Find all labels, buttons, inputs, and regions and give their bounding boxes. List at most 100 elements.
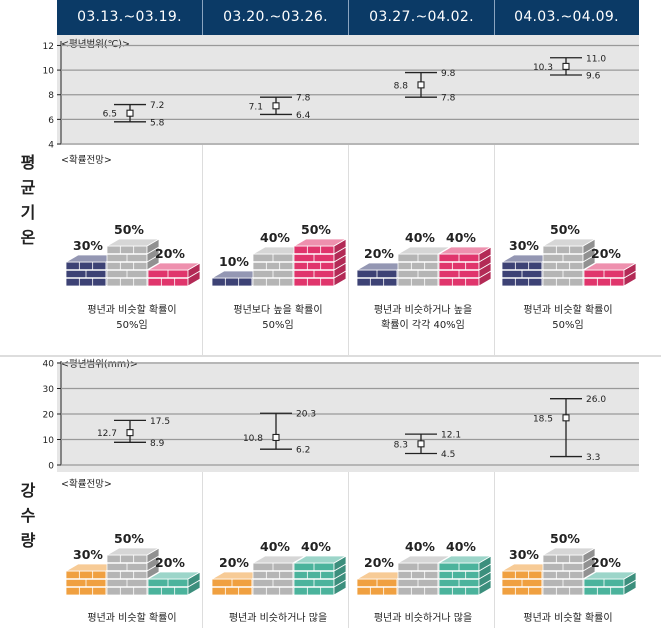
low-label: 4.5 bbox=[441, 450, 455, 460]
side-char: 온 bbox=[20, 228, 36, 247]
normal-block-row bbox=[582, 254, 596, 263]
above-block-top bbox=[437, 246, 493, 255]
normal-block-front bbox=[106, 245, 148, 287]
caption-line: 50%임 bbox=[116, 318, 147, 331]
caption-line: 평년과 비슷하거나 높을 bbox=[374, 303, 472, 316]
normal-percent-label: 50% bbox=[550, 222, 580, 237]
normal-point bbox=[272, 102, 280, 110]
normal-percent-label: 40% bbox=[260, 539, 290, 554]
below-percent-label: 30% bbox=[509, 238, 539, 253]
normal-block-row bbox=[146, 571, 160, 580]
header-divider bbox=[348, 0, 349, 35]
above-block-top bbox=[146, 571, 202, 580]
high-label: 7.2 bbox=[150, 101, 164, 111]
below-block-front bbox=[211, 277, 253, 287]
below-percent-label: 30% bbox=[509, 547, 539, 562]
normal-percent-label: 50% bbox=[550, 531, 580, 546]
normal-point bbox=[562, 414, 570, 422]
high-label: 26.0 bbox=[586, 395, 606, 405]
normal-point bbox=[126, 429, 134, 437]
center-label: 12.7 bbox=[97, 429, 117, 439]
above-percent-label: 20% bbox=[591, 555, 621, 570]
y-tick-label: 4 bbox=[48, 141, 54, 151]
temperature-range-label: <평년범위(℃)> bbox=[61, 38, 130, 50]
period-header-4: 04.03.~04.09. bbox=[514, 9, 619, 25]
normal-point bbox=[562, 62, 570, 70]
low-label: 3.3 bbox=[586, 453, 600, 463]
high-label: 9.8 bbox=[441, 69, 456, 79]
above-block-row bbox=[478, 563, 492, 572]
normal-block-row bbox=[146, 262, 160, 271]
above-block-top bbox=[437, 555, 493, 564]
side-char: 수 bbox=[20, 506, 36, 525]
caption-line: 평년과 비슷할 확률이 bbox=[523, 612, 612, 624]
normal-block-front bbox=[542, 245, 584, 287]
normal-percent-label: 50% bbox=[114, 531, 144, 546]
precipitation-range-panel bbox=[57, 362, 639, 472]
caption-line: 확률이 각각 40%임 bbox=[381, 318, 465, 331]
normal-percent-label: 40% bbox=[405, 230, 435, 245]
above-percent-label: 20% bbox=[591, 246, 621, 261]
caption-line: 50%임 bbox=[262, 318, 293, 331]
normal-point bbox=[126, 109, 134, 117]
normal-block-top bbox=[396, 246, 452, 255]
above-block-top bbox=[582, 262, 638, 271]
y-tick-label: 0 bbox=[48, 462, 54, 472]
y-tick-label: 10 bbox=[43, 436, 55, 446]
caption-line: 평년과 비슷할 확률이 bbox=[87, 612, 176, 624]
normal-block-top bbox=[251, 555, 307, 564]
center-label: 10.8 bbox=[243, 434, 263, 444]
low-label: 8.9 bbox=[150, 439, 165, 449]
below-percent-label: 20% bbox=[364, 246, 394, 261]
temperature-prob-label: <확률전망> bbox=[61, 154, 112, 166]
y-tick-label: 30 bbox=[43, 385, 55, 395]
center-label: 7.1 bbox=[249, 102, 263, 112]
center-label: 6.5 bbox=[103, 110, 117, 120]
precipitation-prob-label: <확률전망> bbox=[61, 478, 112, 490]
low-label: 6.2 bbox=[296, 446, 310, 456]
normal-block-row bbox=[582, 563, 596, 572]
normal-percent-label: 50% bbox=[114, 222, 144, 237]
high-label: 7.8 bbox=[296, 94, 311, 104]
normal-block-row bbox=[146, 254, 160, 263]
low-label: 7.8 bbox=[441, 94, 456, 104]
above-block-row bbox=[333, 262, 347, 271]
period-header-3: 03.27.~04.02. bbox=[369, 9, 474, 25]
side-char: 균 bbox=[20, 178, 36, 197]
above-percent-label: 40% bbox=[301, 539, 331, 554]
y-tick-label: 40 bbox=[43, 360, 55, 370]
high-label: 12.1 bbox=[441, 431, 461, 441]
below-percent-label: 30% bbox=[73, 238, 103, 253]
y-tick-label: 6 bbox=[48, 116, 54, 126]
normal-point bbox=[417, 81, 425, 89]
low-label: 5.8 bbox=[150, 118, 165, 128]
above-block-row bbox=[333, 579, 347, 588]
y-tick-label: 20 bbox=[43, 411, 55, 421]
above-percent-label: 40% bbox=[446, 230, 476, 245]
above-block-row bbox=[333, 254, 347, 263]
above-percent-label: 20% bbox=[155, 555, 185, 570]
normal-block-row bbox=[146, 563, 160, 572]
side-char: 강 bbox=[20, 481, 36, 500]
above-block-row bbox=[333, 270, 347, 279]
chart-marks: 4 6 8 10 12 6.5 7.2 5.8 7.1 7.8 6.4 8.8 9.8 7.8 10.3 11… bbox=[43, 41, 639, 624]
normal-point bbox=[417, 440, 425, 448]
above-block-row bbox=[478, 571, 492, 580]
above-percent-label: 40% bbox=[446, 539, 476, 554]
center-label: 18.5 bbox=[533, 414, 553, 424]
below-percent-label: 30% bbox=[73, 547, 103, 562]
above-block-side bbox=[333, 238, 347, 287]
period-header-2: 03.20.~03.26. bbox=[223, 9, 328, 25]
low-label: 6.4 bbox=[296, 111, 311, 121]
normal-percent-label: 40% bbox=[260, 230, 290, 245]
above-block-row bbox=[478, 579, 492, 588]
above-block-row bbox=[333, 563, 347, 572]
caption-line: 평년과 비슷하거나 많을 bbox=[229, 611, 327, 624]
y-tick-label: 8 bbox=[48, 91, 54, 101]
above-block-row bbox=[187, 270, 201, 279]
side-char: 평 bbox=[20, 153, 36, 172]
y-tick-label: 10 bbox=[43, 67, 55, 77]
center-label: 8.3 bbox=[394, 440, 408, 450]
above-block-row bbox=[333, 571, 347, 580]
